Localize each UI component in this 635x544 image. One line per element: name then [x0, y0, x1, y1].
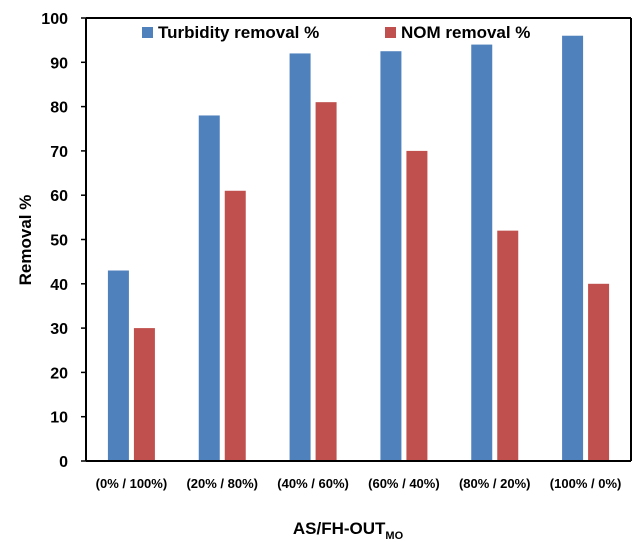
- y-tick-label: 0: [59, 454, 68, 471]
- legend-swatch-turbidity: [142, 27, 153, 38]
- bar-turbidity-3: [380, 51, 402, 461]
- y-tick-label: 40: [50, 277, 68, 294]
- x-axis-title: AS/FH-OUTMO: [293, 519, 404, 542]
- axes-layer: [85, 17, 632, 462]
- bar-turbidity-2: [289, 53, 311, 461]
- bars-layer: [107, 35, 610, 462]
- y-tick-label: 50: [50, 233, 68, 250]
- bar-nom-3: [406, 150, 428, 461]
- y-tick-label: 20: [50, 365, 68, 382]
- x-category-labels: (0% / 100%) (20% / 80%) (40% / 60%) (60% / …: [96, 476, 622, 491]
- bar-nom-5: [588, 283, 610, 461]
- x-axis-title-subscript: MO: [385, 530, 403, 542]
- legend-label-nom: NOM removal %: [401, 23, 530, 42]
- x-category-label: (0% / 100%): [96, 476, 168, 491]
- y-tick-label: 100: [41, 11, 68, 28]
- legend-swatch-nom: [385, 27, 396, 38]
- y-tick-label: 80: [50, 100, 68, 117]
- bar-nom-4: [497, 230, 519, 461]
- x-category-label: (40% / 60%): [277, 476, 349, 491]
- bar-nom-1: [224, 190, 246, 461]
- legend-label-turbidity: Turbidity removal %: [158, 23, 319, 42]
- x-axis-title-main: AS/FH-OUT: [293, 519, 386, 538]
- legend: Turbidity removal % NOM removal %: [142, 23, 530, 42]
- bar-nom-2: [315, 102, 337, 462]
- y-tick-label: 10: [50, 410, 68, 427]
- x-category-label: (60% / 40%): [368, 476, 440, 491]
- y-tick-label: 90: [50, 55, 68, 72]
- y-tick-label: 60: [50, 188, 68, 205]
- bar-turbidity-5: [562, 35, 584, 461]
- y-tick-label: 70: [50, 144, 68, 161]
- x-category-label: (20% / 80%): [186, 476, 258, 491]
- bar-turbidity-4: [471, 44, 493, 461]
- x-category-label: (80% / 20%): [459, 476, 531, 491]
- y-ticks: 0 10 20 30 40 50 60 70 80 90 100: [41, 11, 86, 471]
- bar-turbidity-1: [198, 115, 220, 462]
- y-tick-label: 30: [50, 321, 68, 338]
- bar-nom-0: [133, 328, 155, 461]
- x-category-label: (100% / 0%): [550, 476, 622, 491]
- y-axis-title: Removal %: [16, 195, 35, 286]
- bar-turbidity-0: [107, 270, 129, 461]
